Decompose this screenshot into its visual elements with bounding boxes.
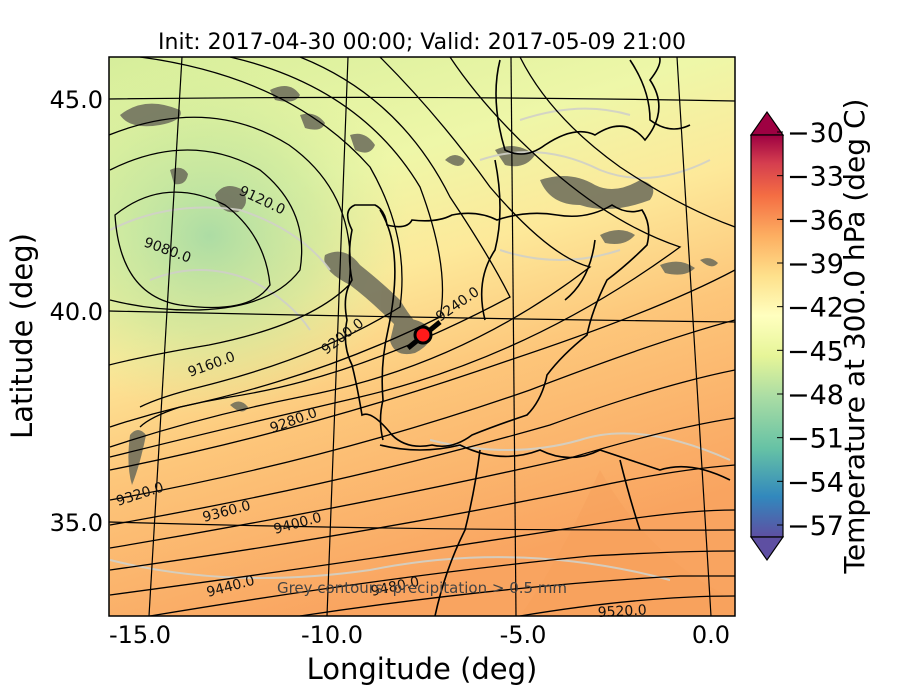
colorbar-bar <box>750 134 784 538</box>
colorbar-tick-label: −39 <box>787 249 844 280</box>
colorbar-tick-label: −42 <box>787 293 844 324</box>
x-tick-label: -15.0 <box>109 621 171 649</box>
colorbar-tick-label: −36 <box>787 205 844 236</box>
colorbar-tick-label: −51 <box>787 424 844 455</box>
plot-frame <box>108 56 736 617</box>
coastlines <box>344 57 731 616</box>
warm-region <box>520 470 735 616</box>
colorbar-tick-label: −48 <box>787 380 844 411</box>
y-tick-label: 40.0 <box>50 298 103 326</box>
colorbar: −30 −33 −36 −39 −42 −45 −48 −51 −54 −57 Temperatu… <box>749 99 871 575</box>
y-axis-label: Latitude (deg) <box>5 233 39 439</box>
colorbar-tick-label: −54 <box>787 467 844 498</box>
x-tick-label: 0.0 <box>692 621 730 649</box>
height-contours <box>109 57 735 616</box>
x-tick-label: -5.0 <box>500 621 547 649</box>
location-marker <box>406 320 442 350</box>
colorbar-label: Temperature at 300.0 hPa (deg C) <box>838 99 871 575</box>
contour-label: 9520.0 <box>597 602 647 621</box>
colorbar-tick-label: −30 <box>787 118 844 149</box>
map-area <box>109 57 735 616</box>
x-tick-label: -10.0 <box>301 621 363 649</box>
colorbar-tick-label: −33 <box>787 162 844 193</box>
chart-title: Init: 2017-04-30 00:00; Valid: 2017-05-0… <box>158 30 686 55</box>
colorbar-min-arrow <box>749 536 785 562</box>
y-tick-label: 35.0 <box>50 509 103 537</box>
graticule <box>109 57 735 616</box>
colorbar-tick-label: −57 <box>787 511 844 542</box>
y-axis: 45.0 40.0 35.0 Latitude (deg) <box>5 86 103 537</box>
x-axis: -15.0 -10.0 -5.0 0.0 Longitude (deg) <box>109 621 730 686</box>
x-axis-label: Longitude (deg) <box>307 652 538 686</box>
colorbar-tick-label: −45 <box>787 336 844 367</box>
precipitation-note: Grey contours: precipitation > 0.5 mm <box>277 579 567 597</box>
y-tick-label: 45.0 <box>50 86 103 114</box>
